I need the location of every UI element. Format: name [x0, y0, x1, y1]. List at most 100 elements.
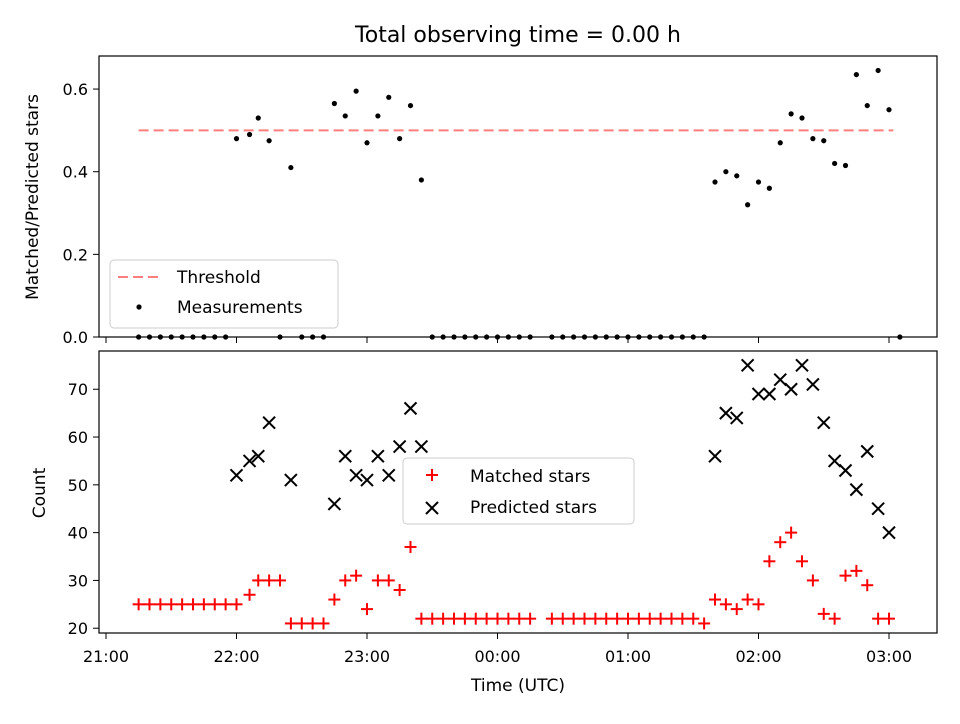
top-panel: 0.0 0.2 0.4 0.6 Matched/Predicted stars Thr… — [23, 55, 938, 347]
bottom-y-tick-label: 70 — [68, 380, 88, 399]
measurement-point — [288, 164, 294, 171]
matched-star-point — [252, 574, 265, 587]
matched-star-point — [208, 598, 221, 611]
matched-star-point — [741, 593, 754, 606]
matched-star-point — [861, 579, 874, 592]
measurement-point — [201, 334, 207, 340]
measurement-point — [146, 334, 153, 340]
bottom-y-axis-label: Count — [30, 467, 50, 518]
measurement-point — [179, 334, 185, 340]
matched-star-point — [437, 612, 450, 625]
bottom-x-tick-label: 02:00 — [735, 647, 781, 666]
matched-star-point — [143, 598, 156, 611]
measurement-point — [505, 334, 511, 340]
matched-star-point — [687, 612, 700, 625]
measurement-point — [212, 334, 218, 340]
measurement-point — [168, 334, 174, 340]
matched-star-point — [796, 555, 808, 568]
bottom-x-ticks: 21:00 22:00 23:00 00:00 01:00 02:00 03:00 — [83, 633, 912, 666]
matched-star-point — [382, 574, 395, 587]
predicted-star-point — [327, 497, 342, 511]
measurement-point — [864, 102, 870, 109]
measurement-point — [246, 131, 253, 138]
measurement-point — [277, 334, 283, 340]
matched-star-point — [469, 612, 482, 625]
measurement-point — [255, 115, 261, 121]
matched-star-point — [654, 612, 667, 625]
top-y-tick-label: 0.4 — [63, 163, 88, 182]
measurement-point — [397, 136, 403, 142]
top-x-ticks — [105, 337, 890, 343]
measurement-point — [788, 111, 794, 117]
measurement-point — [842, 162, 849, 169]
predicted-legend-label: Predicted stars — [470, 498, 597, 518]
predicted-star-point — [262, 415, 276, 430]
predicted-star-point — [360, 473, 374, 487]
matched-star-point — [665, 612, 678, 625]
top-y-axis-label: Matched/Predicted stars — [23, 94, 43, 300]
measurement-point — [679, 334, 685, 340]
matched-star-point — [698, 617, 711, 630]
matched-star-point — [404, 540, 417, 553]
measurement-point — [712, 179, 718, 185]
bottom-x-tick-label: 03:00 — [866, 647, 912, 666]
matched-star-point — [806, 574, 819, 587]
bottom-plot-area — [98, 350, 938, 634]
top-legend-box — [109, 259, 339, 329]
top-y-ticks: 0.0 0.2 0.4 0.6 — [63, 80, 99, 347]
measurement-point — [799, 115, 805, 121]
measurement-point — [310, 334, 316, 340]
matched-star-point — [426, 612, 439, 625]
measurement-point — [658, 334, 664, 340]
matched-star-point — [730, 603, 743, 616]
predicted-star-point — [242, 454, 257, 468]
predicted-star-point — [414, 439, 429, 454]
bottom-y-tick-label: 30 — [68, 571, 88, 590]
matched-star-point — [306, 617, 319, 630]
predicted-stars-points — [229, 358, 896, 540]
measurement-point — [451, 334, 457, 340]
measurement-point — [581, 334, 588, 340]
bottom-x-tick-label: 22:00 — [213, 647, 259, 666]
bottom-panel: 20 30 40 50 60 70 21:00 22:00 23:00 00:00 01:00 02… — [30, 350, 938, 696]
matched-star-point — [513, 612, 526, 625]
measurement-point — [766, 185, 772, 191]
measurement-point — [734, 173, 740, 179]
predicted-star-point — [740, 358, 755, 373]
matched-star-point — [317, 617, 330, 630]
matched-star-point — [176, 598, 189, 611]
matched-stars-points — [132, 526, 895, 630]
measurement-point — [636, 334, 642, 340]
predicted-star-point — [871, 502, 885, 516]
predicted-star-point — [827, 454, 842, 468]
measurement-point — [516, 334, 522, 340]
matched-star-point — [600, 612, 613, 625]
predicted-star-point — [708, 449, 722, 463]
measurement-point — [560, 334, 566, 340]
measurement-point — [375, 113, 381, 119]
measurement-point — [429, 334, 435, 340]
measurement-point — [136, 334, 142, 340]
bottom-y-ticks: 20 30 40 50 60 70 — [68, 380, 99, 638]
bottom-x-tick-label: 21:00 — [83, 647, 129, 666]
measurement-point — [484, 334, 490, 340]
predicted-star-point — [392, 439, 407, 454]
measurement-point — [527, 334, 533, 340]
predicted-star-point — [817, 415, 831, 430]
matched-star-point — [350, 569, 363, 582]
top-y-tick-label: 0.6 — [63, 80, 88, 99]
matched-star-point — [295, 617, 308, 630]
measurement-point — [592, 334, 598, 340]
measurement-point — [407, 102, 414, 109]
matched-star-point — [828, 612, 841, 625]
matched-star-point — [622, 612, 634, 625]
measurement-point — [494, 334, 501, 340]
x-axis-label: Time (UTC) — [470, 676, 565, 696]
matched-star-point — [719, 598, 732, 611]
measurement-point — [603, 334, 609, 340]
matched-star-point — [187, 598, 199, 611]
measurement-points — [136, 67, 903, 340]
matched-star-point — [491, 612, 504, 625]
